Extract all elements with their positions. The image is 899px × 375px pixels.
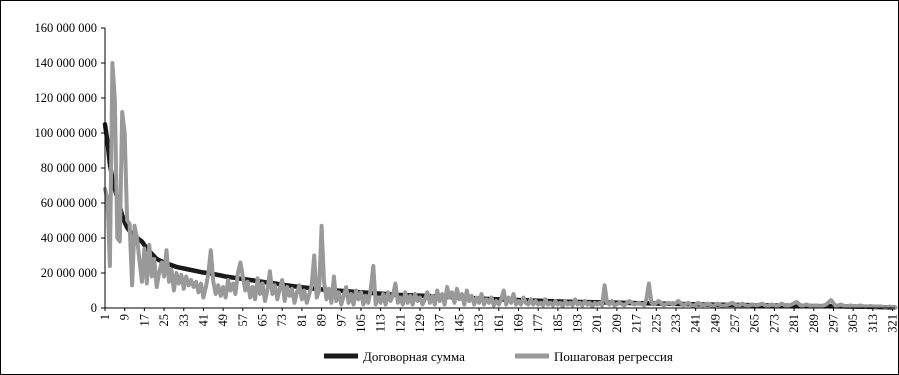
x-tick-label: 137: [433, 314, 447, 333]
legend: Договорная сумма Пошаговая регрессия: [324, 349, 673, 364]
x-tick-label: 41: [196, 314, 210, 327]
x-tick-label: 289: [807, 314, 821, 333]
x-tick-label: 321: [886, 314, 898, 333]
y-tick-label: 100 000 000: [35, 126, 98, 140]
series-layer: [102, 61, 898, 310]
y-tick-label: 140 000 000: [35, 56, 98, 70]
x-tick-label: 121: [393, 314, 407, 333]
x-tick-label: 57: [236, 314, 250, 327]
x-tick-label: 65: [256, 314, 270, 327]
x-tick-label: 313: [866, 314, 880, 333]
x-tick-label: 73: [275, 314, 289, 327]
x-tick-label: 249: [708, 314, 722, 333]
x-tick-label: 97: [334, 314, 348, 327]
y-tick-label: 40 000 000: [41, 231, 97, 245]
y-tick-label: 120 000 000: [35, 91, 98, 105]
x-tick-label: 273: [767, 314, 781, 333]
y-tick-label: 60 000 000: [41, 196, 97, 210]
y-tick-label: 0: [91, 301, 97, 315]
series-line-contract-sum: [102, 122, 898, 310]
y-axis-ticks: 0 20 000 000 40 000 000 60 000 000 80 000 00…: [35, 21, 105, 315]
x-tick-label: 201: [590, 314, 604, 333]
y-tick-label: 20 000 000: [41, 266, 97, 280]
x-tick-label: 233: [669, 314, 683, 333]
x-tick-label: 241: [689, 314, 703, 333]
x-tick-label: 209: [610, 314, 624, 333]
legend-label-stepwise-regression: Пошаговая регрессия: [554, 349, 673, 364]
x-tick-label: 17: [137, 314, 151, 327]
x-tick-label: 297: [826, 314, 840, 333]
x-tick-label: 49: [216, 314, 230, 327]
x-tick-label: 225: [649, 314, 663, 333]
series-line-stepwise-regression: [103, 61, 897, 310]
x-tick-label: 185: [551, 314, 565, 333]
x-tick-label: 257: [728, 314, 742, 333]
x-tick-label: 113: [374, 314, 388, 332]
y-tick-label: 160 000 000: [35, 21, 98, 35]
x-tick-label: 129: [413, 314, 427, 333]
x-tick-label: 265: [748, 314, 762, 333]
x-axis-ticks: 1 9 17 25 33 41 49 57 65 73 81 89 97 105 113 121 129 137 1…: [98, 308, 898, 333]
x-tick-label: 281: [787, 314, 801, 333]
x-tick-label: 81: [295, 314, 309, 327]
x-tick-label: 25: [157, 314, 171, 327]
x-tick-label: 105: [354, 314, 368, 333]
x-tick-label: 33: [177, 314, 191, 327]
x-tick-label: 9: [118, 314, 132, 320]
x-tick-label: 145: [452, 314, 466, 333]
x-tick-label: 169: [511, 314, 525, 333]
x-tick-label: 1: [98, 314, 112, 320]
y-tick-label: 80 000 000: [41, 161, 97, 175]
x-tick-label: 161: [492, 314, 506, 333]
x-tick-label: 217: [630, 314, 644, 333]
x-tick-label: 305: [846, 314, 860, 333]
legend-label-contract-sum: Договорная сумма: [363, 349, 465, 364]
x-tick-label: 153: [472, 314, 486, 333]
x-tick-label: 177: [531, 314, 545, 333]
x-tick-label: 89: [315, 314, 329, 327]
x-tick-label: 193: [571, 314, 585, 333]
